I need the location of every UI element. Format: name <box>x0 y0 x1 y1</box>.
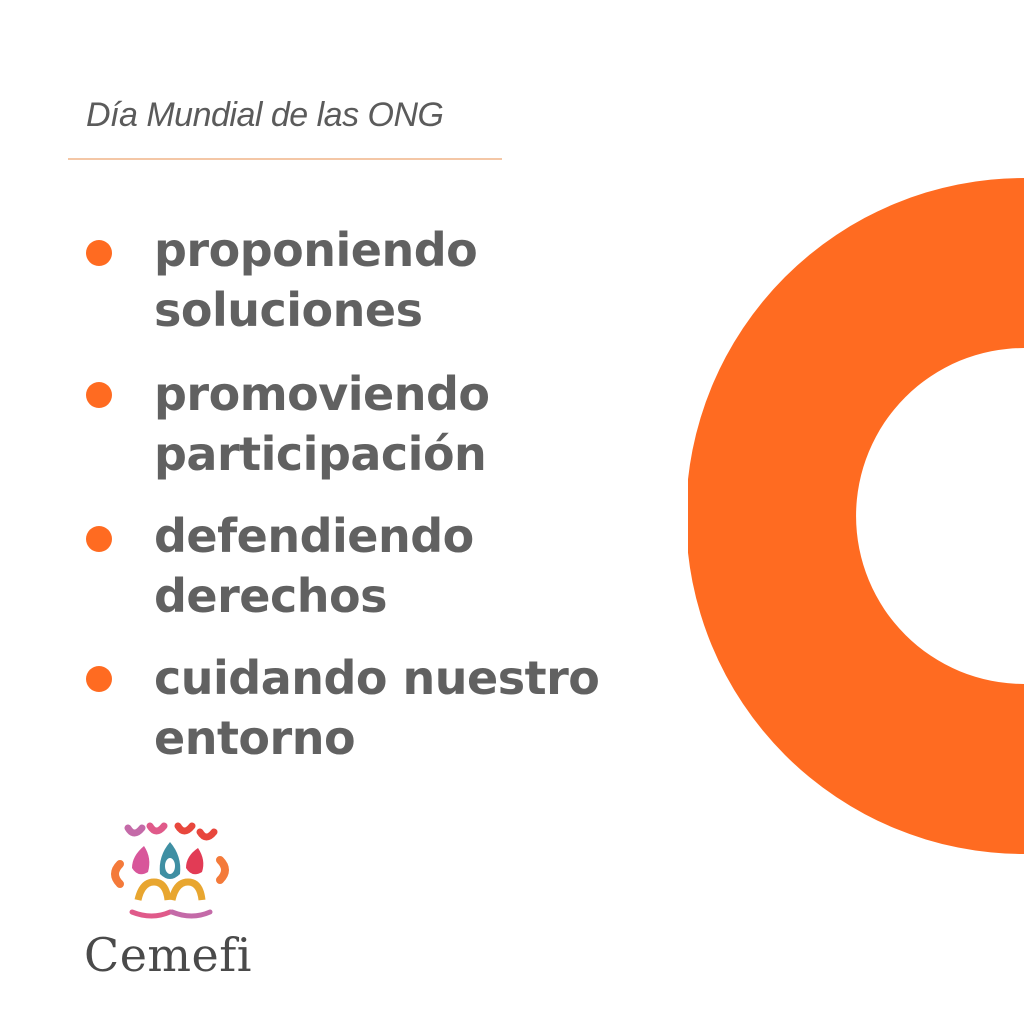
list-item-line: participación <box>154 427 487 481</box>
list-item-text: proponiendo soluciones <box>154 220 674 340</box>
list-item-text: promoviendo participación <box>154 364 674 484</box>
list-item-line: cuidando nuestro <box>154 651 600 705</box>
list-item-line: promoviendo <box>154 367 490 421</box>
bullet-dot-icon <box>86 382 112 408</box>
list-item-line: entorno <box>154 711 356 765</box>
divider <box>68 158 502 160</box>
cemefi-logo-icon <box>111 822 229 919</box>
list-item-line: defendiendo <box>154 509 474 563</box>
brand-name: Cemefi <box>84 928 252 982</box>
orange-ring-icon <box>688 178 1024 854</box>
list-item-text: defendiendo derechos <box>154 506 674 626</box>
bullet-dot-icon <box>86 526 112 552</box>
list-item-line: derechos <box>154 569 388 623</box>
bullet-dot-icon <box>86 240 112 266</box>
list-item-line: soluciones <box>154 283 423 337</box>
list-item-text: cuidando nuestro entorno <box>154 648 674 768</box>
subtitle: Día Mundial de las ONG <box>86 96 444 134</box>
list-item-line: proponiendo <box>154 223 478 277</box>
bullet-dot-icon <box>86 666 112 692</box>
